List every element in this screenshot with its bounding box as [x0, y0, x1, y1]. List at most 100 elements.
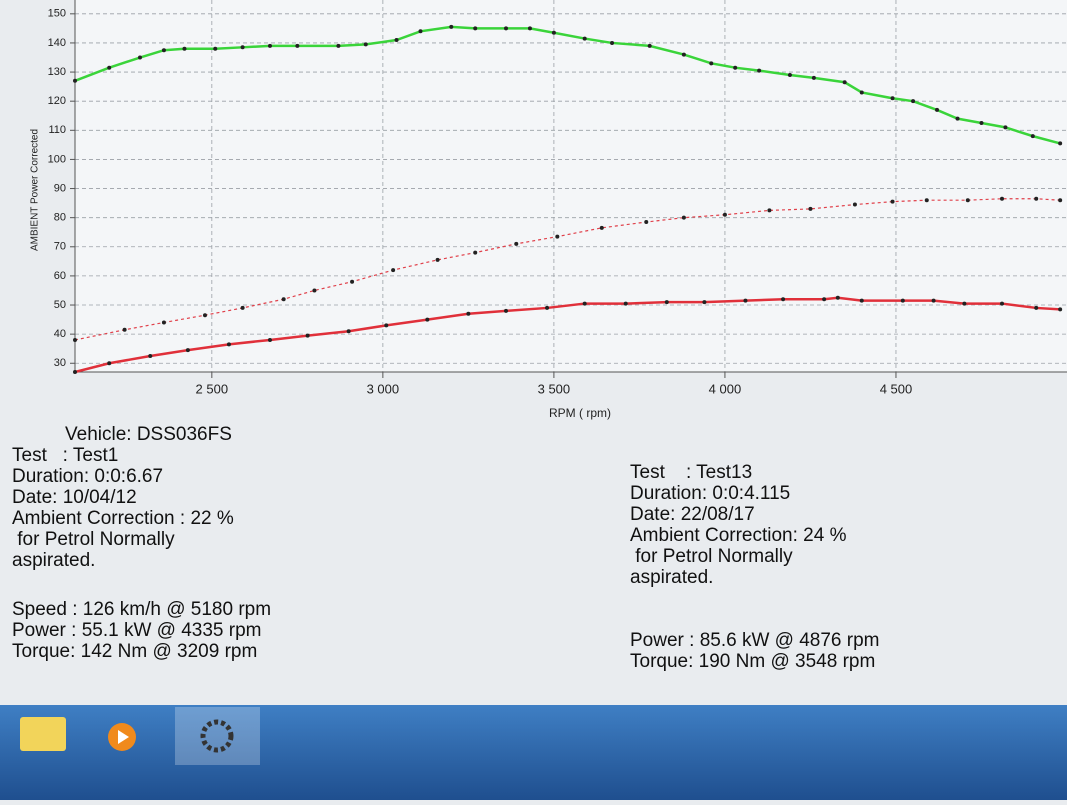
data-point: [931, 298, 936, 303]
result-line: Power : 55.1 kW @ 4335 rpm: [12, 620, 262, 641]
data-point: [213, 46, 218, 51]
data-point: [107, 65, 112, 70]
data-point: [161, 48, 166, 53]
data-point: [336, 43, 341, 48]
data-point: [466, 311, 471, 316]
data-point: [185, 348, 190, 353]
data-point: [473, 26, 478, 31]
y-tick-label: 100: [48, 153, 66, 165]
info-line: aspirated.: [12, 550, 96, 571]
info-line: Duration: 0:0:6.67: [12, 466, 164, 487]
data-point: [295, 43, 300, 48]
data-point: [267, 43, 272, 48]
data-point: [1034, 196, 1039, 201]
data-point: [623, 301, 628, 306]
data-point: [384, 323, 389, 328]
data-point: [425, 317, 430, 322]
data-point: [890, 96, 895, 101]
x-tick-label: 3 500: [538, 381, 571, 396]
data-point: [1058, 198, 1063, 203]
data-point: [281, 297, 286, 302]
data-point: [504, 26, 509, 31]
data-point: [681, 52, 686, 57]
info-line: Test : Test13: [630, 462, 753, 483]
y-tick-label: 110: [48, 124, 66, 136]
data-point: [73, 370, 77, 374]
y-tick-label: 90: [54, 182, 66, 194]
data-point: [545, 305, 550, 310]
data-point: [514, 241, 519, 246]
data-point: [73, 337, 77, 342]
folder-icon[interactable]: [20, 717, 66, 751]
chart: AMBIENT Power Corrected RPM ( rpm) 30 40 5…: [30, 0, 1067, 420]
data-point: [781, 297, 786, 302]
y-tick-label: 140: [48, 37, 66, 49]
data-point: [435, 257, 440, 262]
data-point: [504, 308, 509, 313]
data-point: [835, 295, 840, 300]
data-point: [811, 75, 816, 80]
y-tick-label: 40: [54, 328, 66, 340]
data-point: [743, 298, 748, 303]
data-point: [1034, 305, 1039, 310]
data-point: [240, 45, 245, 50]
data-point: [859, 298, 864, 303]
info-line: Duration: 0:0:4.115: [630, 483, 791, 504]
data-point: [900, 298, 905, 303]
data-point: [859, 90, 864, 95]
data-point: [664, 300, 669, 305]
media-icon-play: [118, 730, 129, 744]
data-point: [350, 279, 355, 284]
data-point: [911, 99, 916, 104]
info-line: Ambient Correction: 24 %: [630, 525, 847, 546]
result-line: Torque: 142 Nm @ 3209 rpm: [12, 641, 258, 662]
active-task[interactable]: [175, 707, 260, 765]
data-point: [681, 215, 686, 220]
y-tick-label: 30: [54, 357, 66, 369]
data-point: [709, 61, 714, 66]
data-point: [137, 55, 142, 60]
vehicle: Vehicle: DSS036FS: [65, 424, 232, 445]
data-point: [808, 206, 813, 211]
result-line: Torque: 190 Nm @ 3548 rpm: [630, 651, 876, 672]
data-point: [1030, 134, 1035, 139]
data-point: [312, 288, 317, 293]
data-point: [582, 301, 587, 306]
gear-icon: [200, 719, 234, 753]
data-point: [822, 297, 827, 302]
data-point: [979, 121, 984, 126]
x-tick-label: 2 500: [196, 381, 229, 396]
y-tick-label: 60: [54, 270, 66, 282]
info-line: Test : Test1: [12, 445, 119, 466]
data-point: [148, 353, 153, 358]
y-tick-label: 150: [48, 8, 66, 20]
data-point: [599, 225, 604, 230]
y-tick-label: 50: [54, 299, 66, 311]
y-axis-label: AMBIENT Power Corrected: [30, 129, 41, 251]
left-info: Vehicle: DSS036FS Test : Test1 Duration: 0…: [12, 424, 271, 662]
data-point: [202, 313, 207, 318]
y-tick-label: 130: [48, 66, 66, 78]
data-point: [842, 80, 847, 85]
data-point: [161, 320, 166, 325]
y-tick-label: 70: [54, 241, 66, 253]
x-tick-label: 3 000: [367, 381, 400, 396]
info-line: Date: 22/08/17: [630, 504, 755, 525]
data-point: [1000, 196, 1005, 201]
data-point: [107, 361, 112, 366]
result-line: Speed : 126 km/h @ 5180 rpm: [12, 599, 272, 620]
data-point: [722, 212, 727, 217]
plot-area: [75, 0, 1067, 372]
data-point: [305, 333, 310, 338]
taskbar-icons: [20, 707, 260, 765]
data-point: [965, 198, 970, 203]
data-point: [1058, 307, 1063, 312]
series-line: [74, 296, 1061, 374]
y-tick-label: 120: [48, 95, 66, 107]
series-line: [74, 198, 1061, 341]
x-tick-label: 4 500: [880, 381, 913, 396]
x-axis-label: RPM ( rpm): [549, 406, 611, 420]
data-point: [391, 268, 396, 273]
data-point: [757, 68, 762, 73]
